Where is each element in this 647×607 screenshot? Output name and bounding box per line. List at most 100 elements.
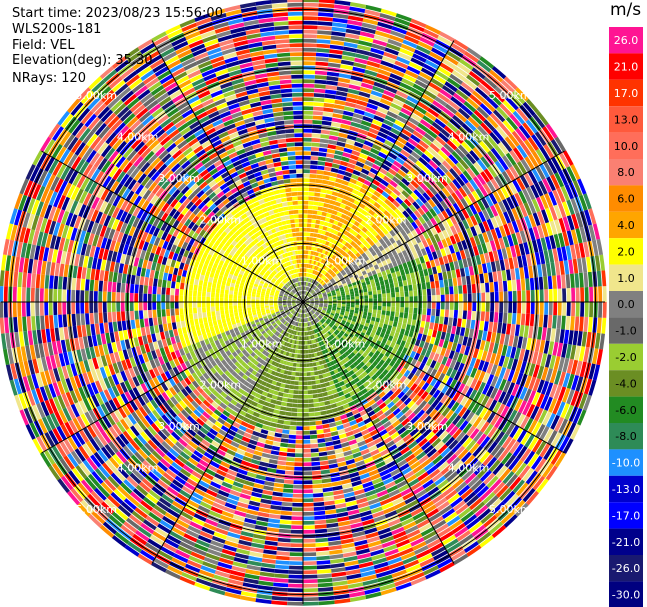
range-gate (367, 219, 374, 227)
range-gate (445, 294, 450, 302)
range-gate (508, 181, 518, 195)
range-gate (285, 283, 289, 288)
range-gate (394, 140, 405, 149)
range-gate (344, 253, 350, 259)
range-gate (270, 293, 274, 296)
range-gate (334, 286, 339, 290)
range-gate (278, 304, 283, 306)
range-gate (528, 227, 536, 241)
range-gate (85, 244, 92, 257)
range-gate (276, 43, 290, 49)
range-gate (293, 278, 296, 283)
range-gate (430, 259, 436, 268)
range-gate (267, 76, 280, 82)
range-gate (146, 243, 154, 253)
range-gate (431, 295, 436, 302)
range-gate (291, 300, 296, 302)
range-gate (103, 281, 108, 292)
range-gate (305, 254, 308, 259)
range-gate (197, 201, 206, 210)
range-gate (394, 60, 409, 69)
range-gate (255, 304, 260, 307)
range-gate (303, 290, 305, 295)
range-gate (234, 315, 240, 320)
range-gate (253, 64, 266, 71)
range-gate (276, 288, 281, 292)
range-gate (17, 316, 23, 332)
range-gate (124, 213, 132, 224)
range-gate (280, 249, 285, 254)
range-gate (365, 175, 374, 183)
range-gate (99, 66, 115, 80)
range-gate (296, 259, 299, 264)
range-gate (391, 272, 397, 278)
range-gate (175, 153, 185, 163)
range-gate (118, 263, 124, 274)
range-gate (323, 277, 327, 281)
range-gate (137, 197, 146, 209)
range-gate (371, 230, 379, 237)
range-gate (359, 187, 368, 195)
range-gate (156, 210, 165, 220)
range-gate (204, 259, 210, 266)
range-gate (336, 294, 341, 297)
range-gate (303, 29, 318, 34)
range-gate (262, 44, 277, 51)
range-gate (325, 287, 329, 291)
range-gate (182, 198, 191, 207)
range-gate (326, 76, 339, 82)
range-gate (336, 292, 341, 295)
range-gate (229, 22, 245, 30)
range-gate (283, 229, 289, 234)
range-gate (284, 272, 288, 277)
range-gate (276, 241, 281, 246)
range-gate (325, 267, 330, 272)
range-gate (369, 52, 383, 60)
range-gate (212, 119, 224, 127)
range-gate (172, 343, 179, 352)
range-gate (55, 146, 67, 161)
range-gate (364, 298, 369, 302)
range-gate (74, 142, 86, 156)
range-gate (237, 53, 251, 60)
range-gate (99, 200, 108, 213)
range-gate (248, 284, 254, 289)
range-gate (264, 298, 269, 301)
range-gate (272, 270, 277, 275)
range-gate (131, 266, 138, 276)
range-gate (132, 58, 147, 71)
range-gate (445, 263, 451, 272)
range-gate (235, 223, 242, 230)
range-gate (309, 232, 314, 237)
range-gate (19, 226, 27, 243)
range-gate (257, 287, 262, 291)
range-gate (196, 177, 205, 187)
range-gate (310, 298, 314, 301)
range-gate (227, 237, 234, 244)
range-gate (304, 272, 307, 277)
range-gate (152, 62, 167, 73)
range-gate (298, 214, 303, 219)
range-gate (303, 295, 305, 300)
range-gate (373, 81, 386, 90)
range-gate (227, 194, 236, 202)
range-gate (166, 309, 171, 317)
range-gate (504, 136, 516, 150)
range-gate (195, 149, 206, 158)
range-gate (297, 297, 301, 301)
range-gate (325, 85, 338, 91)
range-gate (265, 62, 279, 68)
range-gate (329, 278, 334, 282)
range-gate (352, 249, 359, 255)
range-gate (162, 279, 167, 288)
range-gate (310, 300, 315, 302)
range-gate (190, 245, 197, 254)
range-gate (258, 273, 263, 278)
range-gate (44, 288, 49, 302)
range-gate (251, 291, 256, 295)
range-gate (196, 111, 208, 121)
range-gate (246, 258, 252, 264)
range-gate (463, 293, 468, 302)
range-gate (114, 59, 130, 73)
